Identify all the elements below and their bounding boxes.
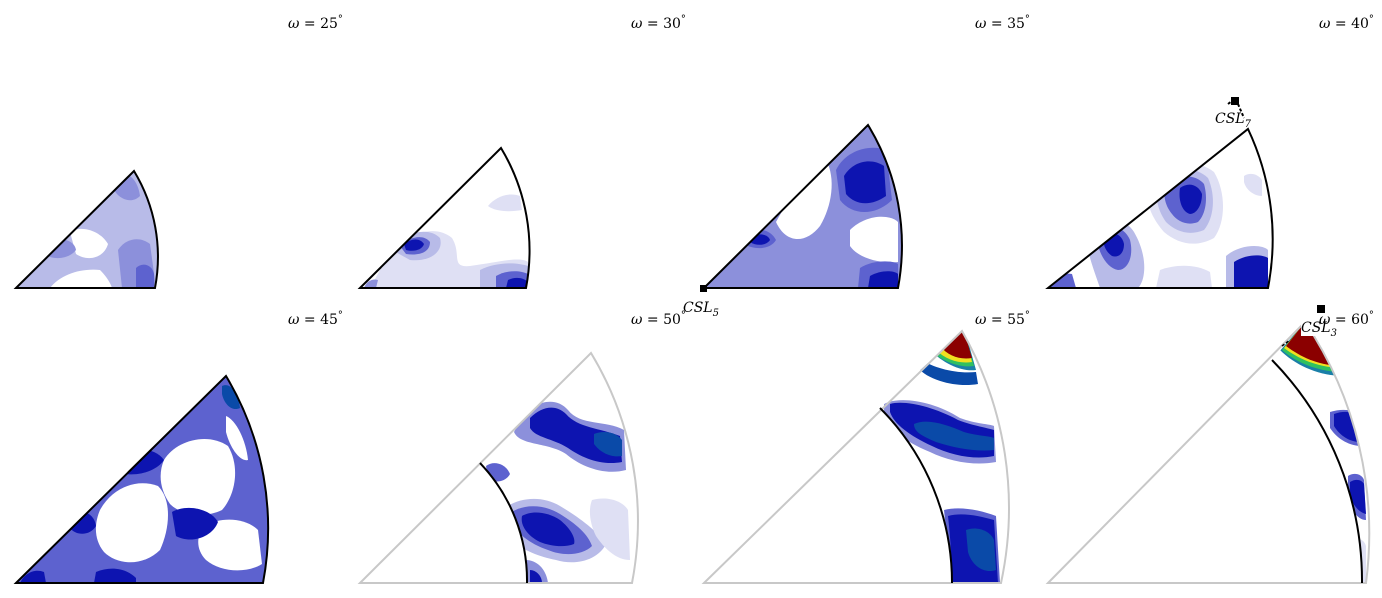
fundamental-zone-outline — [1045, 320, 1371, 584]
panel-omega-25 — [13, 169, 159, 289]
svg-text:CSL7: CSL7 — [1215, 111, 1252, 130]
fundamental-zone-outline — [701, 329, 1010, 584]
fundamental-zone-outline — [13, 169, 159, 289]
panel-omega-50 — [357, 351, 639, 584]
omega-label-35: ω = 35° — [975, 14, 1030, 32]
density-contours — [704, 125, 902, 288]
svg-text:CSL3: CSL3 — [1301, 320, 1337, 339]
density-contours — [880, 331, 1009, 583]
density-contours — [480, 353, 638, 583]
density-contours — [360, 148, 530, 288]
fundamental-zone-outline — [357, 146, 531, 289]
density-contours — [16, 376, 269, 583]
panel-omega-40: CSL7 — [1045, 97, 1274, 289]
density-contours — [1048, 129, 1273, 288]
omega-labels: ω = 25° ω = 30° ω = 35° ω = 40° ω = 45° … — [288, 14, 1374, 328]
omega-label-40: ω = 40° — [1319, 14, 1374, 32]
panel-omega-55 — [701, 329, 1010, 584]
fundamental-zone-outline — [357, 351, 639, 584]
panel-omega-35: CSL5 — [683, 123, 903, 319]
omega-label-25: ω = 25° — [288, 14, 343, 32]
panel-omega-60: CSL3 — [1045, 305, 1371, 584]
density-contours — [16, 171, 158, 288]
fundamental-zone-outline — [1045, 100, 1274, 289]
fundamental-zone-outline — [701, 123, 903, 289]
panel-omega-45 — [13, 374, 270, 584]
panel-omega-30 — [357, 146, 531, 289]
density-contours — [1272, 322, 1370, 583]
svg-text:CSL5: CSL5 — [683, 300, 719, 319]
csl5-marker: CSL5 — [683, 285, 719, 319]
csl3-marker: CSL3 — [1301, 305, 1337, 339]
fundamental-zone-outline — [13, 374, 270, 584]
omega-label-60: ω = 60° — [1319, 310, 1374, 328]
omega-label-50: ω = 50° — [631, 310, 686, 328]
omega-label-45: ω = 45° — [288, 310, 343, 328]
omega-label-55: ω = 55° — [975, 310, 1030, 328]
csl7-marker: CSL7 — [1215, 97, 1252, 130]
omega-label-30: ω = 30° — [631, 14, 686, 32]
